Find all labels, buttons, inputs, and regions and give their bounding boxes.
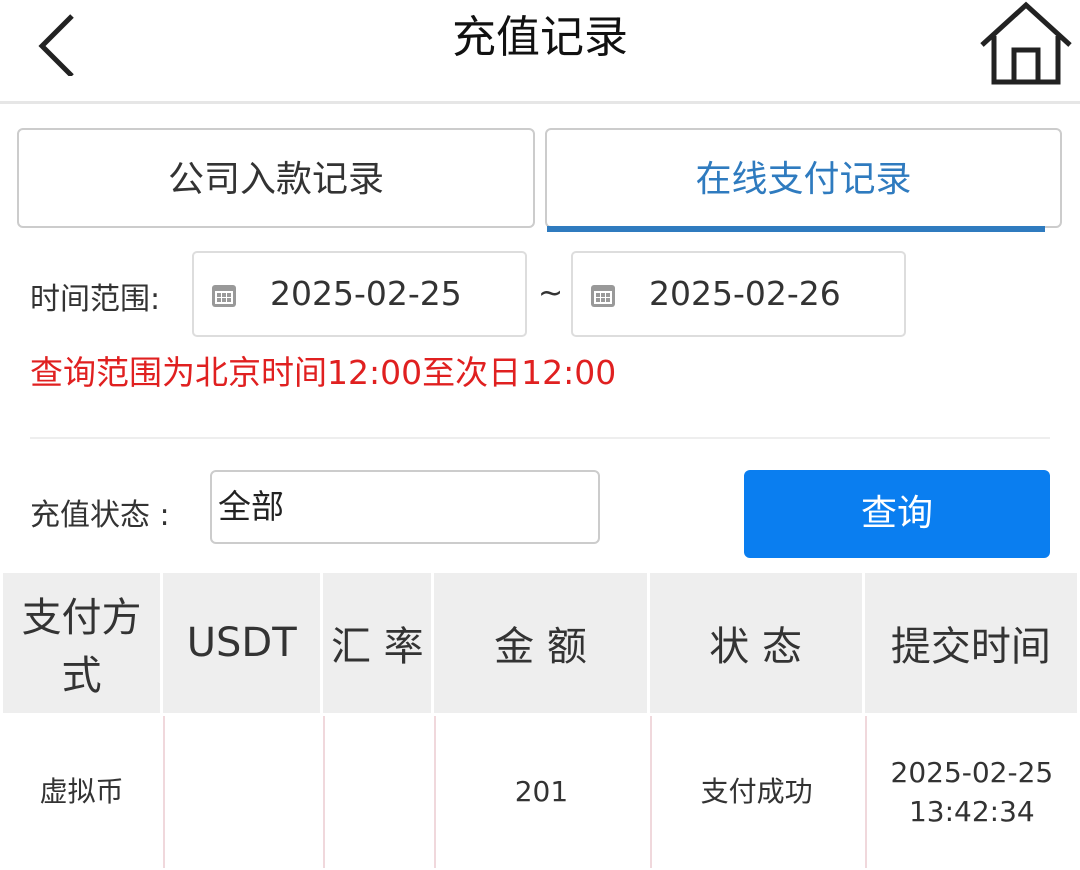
cell-rate <box>323 716 431 868</box>
header-rate: 汇 率 <box>323 573 432 716</box>
query-range-hint: 查询范围为北京时间12:00至次日12:00 <box>30 353 617 392</box>
start-date-input[interactable]: 2025-02-25 <box>192 251 527 337</box>
submit-clock: 13:42:34 <box>908 795 1035 828</box>
start-date-value: 2025-02-25 <box>270 274 462 313</box>
header-status: 状 态 <box>649 573 862 716</box>
calendar-icon <box>591 285 615 307</box>
page-title: 充值记录 <box>452 12 628 63</box>
date-separator: ~ <box>538 276 564 311</box>
chevron-left-icon <box>38 14 74 78</box>
header-payment-method: 支付方式 <box>3 573 161 716</box>
header-amount: 金 额 <box>434 573 647 716</box>
header-submit-time: 提交时间 <box>864 573 1077 716</box>
end-date-value: 2025-02-26 <box>649 274 841 313</box>
divider <box>30 437 1050 439</box>
back-button[interactable] <box>32 12 82 80</box>
tab-online-payment-records[interactable]: 在线支付记录 <box>545 128 1062 228</box>
cell-amount: 201 <box>434 716 646 868</box>
home-button[interactable] <box>976 0 1076 94</box>
records-table: 支付方式 USDT 汇 率 金 额 状 态 提交时间 虚拟币 201 支付成功 … <box>0 573 1080 868</box>
status-select[interactable]: 全部 <box>210 470 600 544</box>
table-row: 虚拟币 201 支付成功 2025-02-25 13:42:34 <box>3 716 1077 868</box>
active-tab-indicator <box>547 226 1045 232</box>
header-usdt: USDT <box>163 573 321 716</box>
end-date-input[interactable]: 2025-02-26 <box>571 251 906 337</box>
cell-usdt <box>163 716 320 868</box>
cell-payment-method: 虚拟币 <box>39 775 124 809</box>
home-icon <box>980 1 1072 85</box>
header: 充值记录 <box>0 0 1080 104</box>
table-header-row: 支付方式 USDT 汇 率 金 额 状 态 提交时间 <box>3 573 1077 716</box>
time-range-label: 时间范围: <box>30 282 161 317</box>
query-button[interactable]: 查询 <box>744 470 1050 558</box>
status-label: 充值状态 : <box>30 498 170 533</box>
cell-submit-time: 2025-02-25 13:42:34 <box>864 716 1077 868</box>
calendar-icon <box>212 285 236 307</box>
cell-status: 支付成功 <box>649 716 862 868</box>
submit-date: 2025-02-25 <box>890 755 1054 789</box>
tab-company-deposit-records[interactable]: 公司入款记录 <box>17 128 535 228</box>
